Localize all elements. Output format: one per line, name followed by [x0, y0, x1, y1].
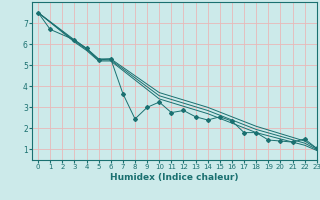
X-axis label: Humidex (Indice chaleur): Humidex (Indice chaleur) [110, 173, 239, 182]
